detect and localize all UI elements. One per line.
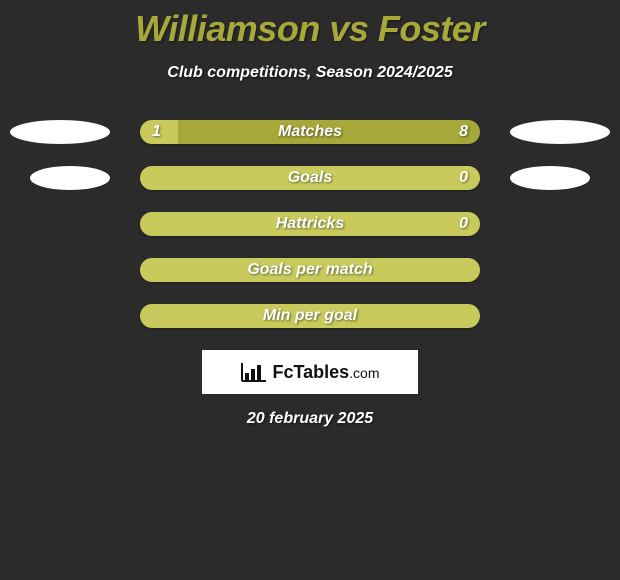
stat-label: Matches [140,120,480,144]
comparison-row: 18Matches [0,120,620,144]
stat-bar: Min per goal [140,304,480,328]
stat-label: Goals [140,166,480,190]
page-title: Williamson vs Foster [0,0,620,50]
stat-bar: 0Hattricks [140,212,480,236]
player-ellipse-left [10,120,110,144]
logo-com: .com [349,365,379,381]
stat-label: Hattricks [140,212,480,236]
bar-chart-icon [240,361,268,383]
logo-fc: Fc [272,362,293,383]
comparison-row: 0Hattricks [0,212,620,236]
player-ellipse-right [510,120,610,144]
stat-bar: Goals per match [140,258,480,282]
comparison-row: Min per goal [0,304,620,328]
subtitle: Club competitions, Season 2024/2025 [0,64,620,82]
player-ellipse-left [30,166,110,190]
logo-tables: Tables [293,362,349,383]
comparison-row: 0Goals [0,166,620,190]
stat-label: Min per goal [140,304,480,328]
logo-text: FcTables.com [272,362,379,383]
fctables-logo: FcTables.com [202,350,418,394]
stat-bar: 0Goals [140,166,480,190]
stat-bar: 18Matches [140,120,480,144]
stat-label: Goals per match [140,258,480,282]
player-ellipse-right [510,166,590,190]
comparison-row: Goals per match [0,258,620,282]
date-label: 20 february 2025 [0,410,620,428]
comparison-rows: 18Matches 0Goals 0Hattricks Goals per match… [0,120,620,328]
